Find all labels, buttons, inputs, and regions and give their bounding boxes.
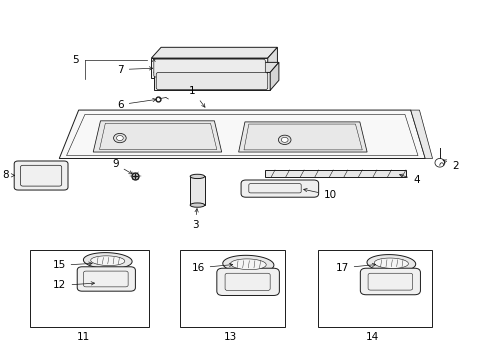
FancyBboxPatch shape [77, 267, 135, 291]
Polygon shape [230, 259, 265, 270]
Text: 15: 15 [52, 260, 92, 270]
Text: 12: 12 [53, 280, 94, 291]
Polygon shape [59, 110, 425, 158]
Polygon shape [267, 47, 277, 78]
Text: 10: 10 [303, 188, 336, 200]
Polygon shape [265, 170, 405, 177]
Bar [317, 250, 431, 327]
Polygon shape [366, 255, 415, 272]
FancyBboxPatch shape [360, 268, 420, 295]
Circle shape [113, 134, 126, 143]
FancyBboxPatch shape [14, 161, 68, 190]
Text: 11: 11 [77, 332, 90, 342]
Bar [30, 250, 149, 327]
Ellipse shape [190, 203, 204, 207]
Text: 5: 5 [72, 55, 79, 65]
FancyBboxPatch shape [216, 268, 279, 296]
Text: 14: 14 [366, 332, 379, 342]
Text: 13: 13 [224, 332, 237, 342]
Polygon shape [91, 256, 124, 266]
Text: 8: 8 [2, 170, 15, 180]
Text: 4: 4 [399, 174, 419, 185]
FancyBboxPatch shape [241, 180, 318, 197]
Polygon shape [154, 62, 278, 72]
Circle shape [116, 135, 123, 140]
Polygon shape [83, 253, 132, 269]
Polygon shape [154, 72, 269, 90]
Bar [180, 250, 284, 327]
Polygon shape [238, 122, 366, 152]
Polygon shape [190, 176, 204, 205]
Text: 17: 17 [335, 263, 375, 273]
Text: 3: 3 [191, 209, 198, 230]
Polygon shape [410, 110, 432, 158]
Text: 6: 6 [117, 98, 156, 110]
Circle shape [281, 137, 287, 142]
Ellipse shape [190, 174, 204, 179]
Polygon shape [151, 47, 277, 58]
Text: 2: 2 [442, 160, 458, 171]
Polygon shape [223, 255, 273, 273]
Text: 7: 7 [117, 64, 152, 75]
FancyBboxPatch shape [154, 59, 265, 77]
Polygon shape [93, 121, 221, 152]
Circle shape [278, 135, 290, 144]
Text: 1: 1 [189, 86, 204, 107]
Polygon shape [151, 58, 267, 78]
Text: 16: 16 [191, 263, 232, 273]
Polygon shape [373, 258, 407, 268]
FancyBboxPatch shape [156, 72, 267, 90]
Polygon shape [269, 62, 278, 90]
Text: 9: 9 [112, 159, 132, 174]
